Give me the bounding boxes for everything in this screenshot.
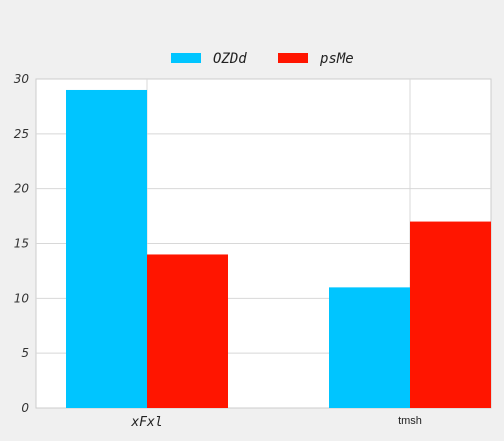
legend-label-OZDd: OZDd xyxy=(213,51,247,67)
bar-OZDd-xFxl xyxy=(66,89,147,408)
y-tick-label: 20 xyxy=(14,182,30,196)
x-tick-label: xFxl xyxy=(130,415,162,430)
y-tick-label: 25 xyxy=(14,127,29,141)
legend: OZDd psMe xyxy=(171,51,354,67)
legend-label-psMe: psMe xyxy=(319,51,354,67)
bar-OZDd-tmsh xyxy=(329,287,410,408)
bar-psMe-tmsh xyxy=(410,221,491,408)
x-axis-ticks: xFxl tmsh xyxy=(130,415,422,430)
y-tick-label: 0 xyxy=(21,401,29,415)
legend-swatch-OZDd xyxy=(171,53,201,63)
legend-swatch-psMe xyxy=(278,53,308,63)
y-tick-label: 10 xyxy=(14,291,30,305)
x-tick-label: tmsh xyxy=(398,415,422,427)
bars xyxy=(66,89,491,408)
y-tick-label: 5 xyxy=(21,346,29,360)
bar-psMe-xFxl xyxy=(147,254,228,408)
y-axis-ticks: 0 5 10 15 20 25 30 xyxy=(14,72,30,415)
y-tick-label: 30 xyxy=(14,72,30,86)
y-tick-label: 15 xyxy=(14,237,29,251)
